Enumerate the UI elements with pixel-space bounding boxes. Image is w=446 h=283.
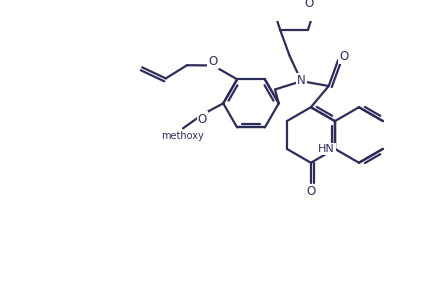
Text: O: O (198, 113, 207, 126)
Text: O: O (306, 185, 315, 198)
Text: O: O (305, 0, 314, 10)
Text: O: O (208, 55, 218, 68)
Text: O: O (339, 50, 348, 63)
Text: HN: HN (318, 144, 335, 154)
Text: methoxy: methoxy (161, 131, 204, 141)
Text: N: N (297, 74, 306, 87)
